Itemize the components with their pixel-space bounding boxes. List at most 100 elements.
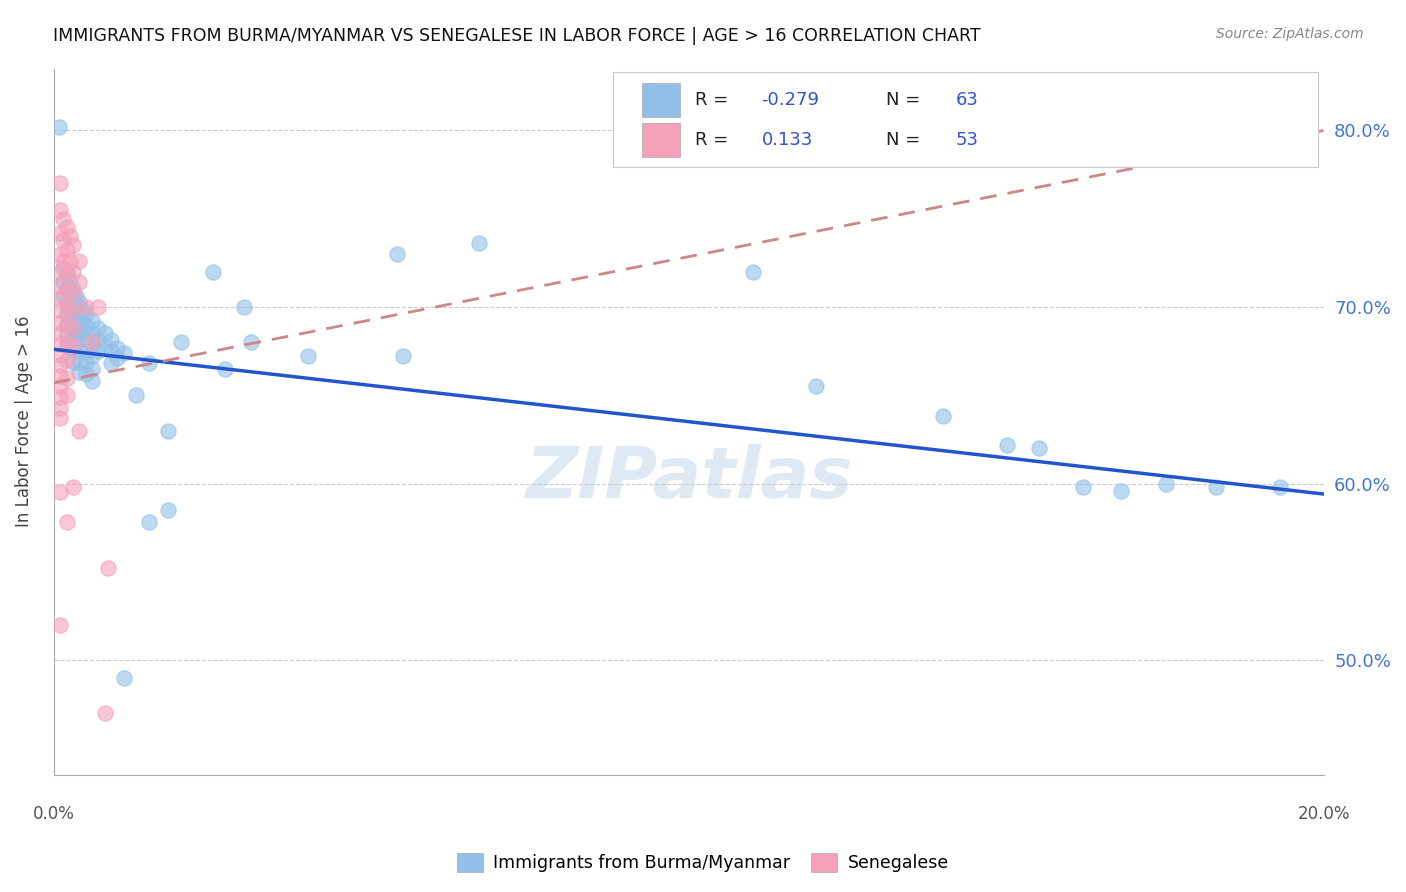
Point: [93, 706, 115, 720]
Point: [55, 318, 77, 332]
Point: [49, 358, 72, 372]
Point: [65, 301, 87, 316]
Point: [468, 236, 491, 251]
Point: [65, 314, 87, 328]
Point: [75, 344, 97, 359]
Point: [80, 350, 103, 364]
Point: [59, 229, 82, 244]
Point: [75, 354, 97, 368]
Point: [87, 300, 110, 314]
Point: [62, 343, 84, 357]
Point: [55, 328, 77, 343]
Point: [55, 370, 77, 384]
Point: [55, 264, 77, 278]
Point: [59, 254, 82, 268]
Point: [1071, 480, 1094, 494]
Bar: [643, 123, 681, 157]
Point: [72, 301, 94, 316]
Text: -0.279: -0.279: [762, 91, 820, 109]
Point: [52, 211, 75, 226]
Point: [59, 314, 82, 328]
Point: [59, 289, 82, 303]
Point: [80, 374, 103, 388]
Point: [804, 379, 827, 393]
Point: [55, 318, 77, 332]
Point: [67, 365, 90, 379]
Point: [67, 254, 90, 268]
Point: [125, 388, 148, 402]
Point: [80, 361, 103, 376]
Point: [49, 326, 72, 341]
Point: [62, 307, 84, 321]
Point: [80, 314, 103, 328]
Point: [67, 307, 90, 321]
Point: [62, 321, 84, 335]
Text: N =: N =: [886, 91, 921, 109]
Point: [49, 337, 72, 351]
Point: [48, 120, 70, 134]
Point: [49, 226, 72, 240]
Point: [75, 307, 97, 321]
Point: [49, 177, 72, 191]
Point: [1154, 476, 1177, 491]
Point: [93, 326, 115, 341]
Point: [62, 332, 84, 346]
Point: [67, 330, 90, 344]
Point: [49, 278, 72, 293]
Legend: Immigrants from Burma/Myanmar, Senegalese: Immigrants from Burma/Myanmar, Senegales…: [450, 846, 956, 879]
Point: [995, 438, 1018, 452]
Point: [80, 335, 103, 350]
Point: [105, 351, 128, 366]
Point: [55, 294, 77, 309]
Point: [1109, 483, 1132, 498]
Point: [80, 326, 103, 341]
Point: [392, 350, 415, 364]
Point: [65, 325, 87, 339]
Point: [93, 339, 115, 353]
Point: [55, 268, 77, 282]
Point: [59, 301, 82, 316]
Point: [72, 325, 94, 339]
Point: [55, 388, 77, 402]
Point: [52, 254, 75, 268]
Point: [75, 300, 97, 314]
Point: [97, 561, 120, 575]
Point: [157, 424, 180, 438]
Text: 0.133: 0.133: [762, 131, 813, 149]
Point: [55, 339, 77, 353]
Point: [49, 202, 72, 217]
Point: [233, 300, 256, 314]
Point: [87, 344, 110, 359]
Point: [201, 264, 224, 278]
Point: [55, 244, 77, 258]
Point: [75, 332, 97, 346]
Point: [75, 367, 97, 381]
Point: [49, 316, 72, 330]
Point: [138, 516, 160, 530]
Point: [100, 356, 122, 370]
Point: [75, 319, 97, 334]
Text: R =: R =: [696, 131, 728, 149]
Point: [67, 424, 90, 438]
Point: [932, 409, 955, 424]
Point: [105, 341, 128, 355]
Text: Source: ZipAtlas.com: Source: ZipAtlas.com: [1216, 27, 1364, 41]
Text: 53: 53: [956, 131, 979, 149]
Bar: [643, 83, 681, 117]
Point: [55, 282, 77, 296]
Y-axis label: In Labor Force | Age > 16: In Labor Force | Age > 16: [15, 316, 32, 527]
Text: R =: R =: [696, 91, 728, 109]
Point: [67, 275, 90, 289]
Point: [1028, 441, 1050, 455]
Point: [49, 411, 72, 425]
Point: [62, 339, 84, 353]
Point: [741, 264, 763, 278]
Point: [62, 354, 84, 368]
Point: [49, 401, 72, 415]
FancyBboxPatch shape: [613, 72, 1317, 168]
Point: [49, 303, 72, 318]
Point: [100, 344, 122, 359]
Point: [80, 337, 103, 351]
Point: [49, 617, 72, 632]
Point: [49, 348, 72, 362]
